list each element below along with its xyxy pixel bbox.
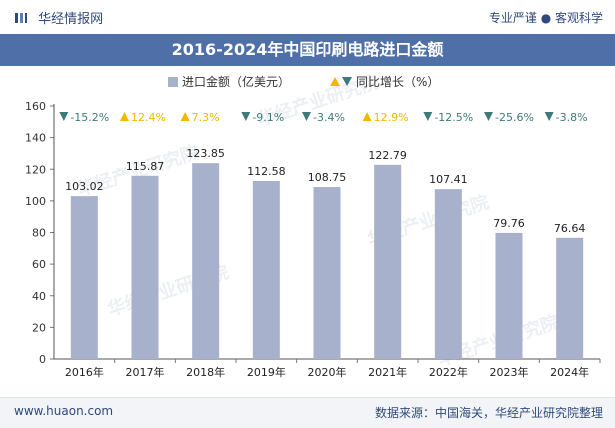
bar-value-label: 79.76 — [493, 217, 525, 230]
growth-down-triangle-icon — [59, 112, 69, 121]
bar-value-label: 103.02 — [65, 180, 104, 193]
growth-down-triangle-icon — [302, 112, 311, 121]
y-tick-label: 0 — [39, 353, 46, 366]
legend-up-triangle-icon — [330, 77, 340, 86]
bar — [131, 175, 159, 359]
bar — [192, 163, 220, 359]
bar-value-label: 108.75 — [308, 171, 347, 184]
growth-label: 12.9% — [374, 111, 409, 124]
growth-label: -15.2% — [70, 111, 109, 124]
brand-logo-icon — [15, 13, 27, 23]
legend-label-amount: 进口金额（亿美元） — [182, 74, 290, 89]
growth-label: 12.4% — [131, 111, 166, 124]
growth-label: -3.8% — [556, 111, 588, 124]
growth-label: 7.3% — [192, 111, 220, 124]
growth-up-triangle-icon — [180, 112, 190, 121]
bar — [252, 180, 280, 359]
bar-value-label: 122.79 — [368, 149, 407, 162]
bar-value-label: 76.64 — [554, 222, 586, 235]
growth-up-triangle-icon — [120, 112, 129, 121]
y-tick-label: 60 — [32, 258, 46, 271]
x-tick-label: 2017年 — [126, 365, 165, 379]
y-tick-label: 40 — [32, 290, 46, 303]
footer-source: 数据来源：中国海关，华经产业研究院整理 — [374, 406, 603, 420]
growth-label: -9.1% — [252, 111, 284, 124]
bar-value-label: 107.41 — [429, 173, 468, 186]
growth-up-triangle-icon — [362, 112, 372, 121]
header-bar: 华经情报网 专业严谨 ● 客观科学 — [0, 0, 615, 35]
growth-label: -25.6% — [495, 111, 534, 124]
y-tick-label: 120 — [25, 163, 46, 176]
y-tick-label: 80 — [32, 227, 46, 240]
y-tick-label: 20 — [32, 321, 46, 334]
x-tick-label: 2019年 — [247, 365, 286, 379]
x-tick-label: 2020年 — [308, 365, 347, 379]
growth-label: -3.4% — [313, 111, 345, 124]
bar — [70, 196, 98, 359]
bar — [495, 232, 523, 359]
x-tick-label: 2018年 — [186, 365, 225, 379]
legend-down-triangle-icon — [342, 77, 352, 86]
tagline: 专业严谨 ● 客观科学 — [488, 11, 603, 25]
legend-swatch-bar — [168, 77, 178, 87]
bar — [313, 187, 341, 359]
x-tick-label: 2023年 — [490, 365, 529, 379]
growth-down-triangle-icon — [423, 112, 433, 121]
bar-value-label: 112.58 — [247, 165, 286, 178]
x-tick-label: 2016年 — [65, 365, 104, 379]
bar-value-label: 115.87 — [126, 160, 165, 173]
y-tick-label: 140 — [25, 132, 46, 145]
bar-value-label: 123.85 — [186, 147, 225, 160]
bar — [374, 164, 402, 359]
x-tick-label: 2021年 — [368, 365, 407, 379]
footer: www.huaon.com 数据来源：中国海关，华经产业研究院整理 — [0, 397, 615, 428]
x-tick-label: 2024年 — [550, 365, 589, 379]
footer-website: www.huaon.com — [14, 404, 114, 418]
growth-down-triangle-icon — [484, 112, 493, 121]
legend-label-growth: 同比增长（%） — [356, 75, 439, 89]
brand: 华经情报网 — [14, 8, 103, 27]
growth-down-triangle-icon — [241, 112, 251, 121]
bar-chart: 华经产业研究院华经产业研究院华经产业研究院华经产业研究院华经产业研究院进口金额（… — [25, 71, 601, 379]
x-tick-label: 2022年 — [429, 365, 468, 379]
growth-label: -12.5% — [434, 111, 473, 124]
y-tick-label: 160 — [25, 100, 46, 113]
chart-title: 2016-2024年中国印刷电路进口金额 — [0, 34, 615, 66]
bar — [556, 237, 584, 359]
brand-name: 华经情报网 — [38, 12, 104, 27]
growth-down-triangle-icon — [544, 112, 554, 121]
bar — [434, 189, 462, 359]
y-tick-label: 100 — [25, 195, 46, 208]
